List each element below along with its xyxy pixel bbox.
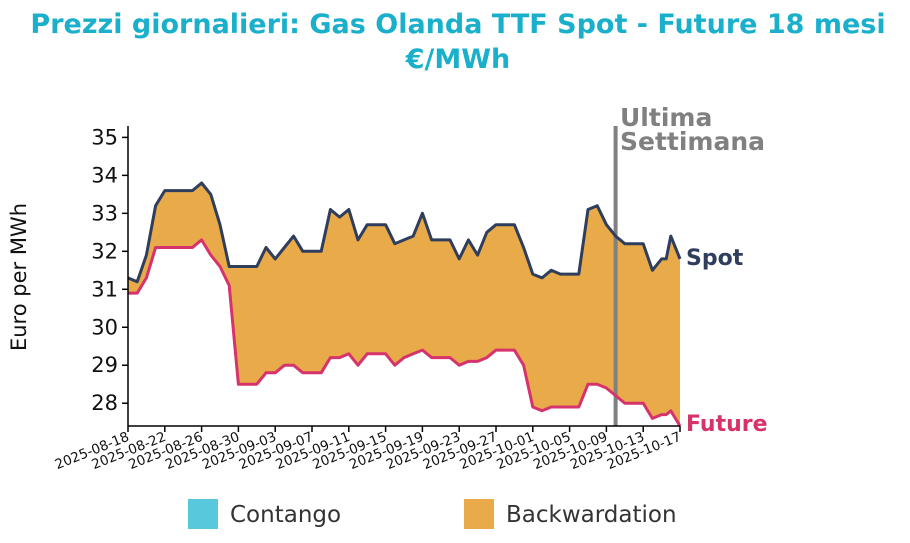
- legend-label-backwardation: Backwardation: [506, 502, 677, 528]
- spot-series-label: Spot: [686, 246, 744, 271]
- chart-title: Prezzi giornalieri: Gas Olanda TTF Spot …: [30, 9, 885, 40]
- legend: Contango Backwardation: [188, 499, 677, 529]
- chart-subtitle: €/MWh: [405, 44, 511, 75]
- backwardation-area: [128, 183, 680, 426]
- future-series-label: Future: [686, 412, 768, 437]
- legend-swatch-backwardation: [464, 499, 494, 529]
- legend-swatch-contango: [188, 499, 218, 529]
- y-tick-label: 32: [91, 239, 118, 263]
- y-axis-label: Euro per MWh: [7, 203, 31, 351]
- y-ticks: 28 29 30 31 32 33 34 35: [91, 125, 128, 415]
- y-tick-label: 31: [91, 277, 118, 301]
- legend-label-contango: Contango: [230, 502, 341, 528]
- backwardation-fill: [128, 183, 680, 426]
- y-tick-label: 30: [91, 315, 118, 339]
- x-ticks: 2025-08-182025-08-222025-08-262025-08-30…: [53, 426, 683, 473]
- y-tick-label: 33: [91, 201, 118, 225]
- vertical-line-label-line2: Settimana: [620, 127, 765, 156]
- y-tick-label: 29: [91, 353, 118, 377]
- y-tick-label: 35: [91, 125, 118, 149]
- future-line: [128, 238, 682, 427]
- y-tick-label: 34: [91, 163, 118, 187]
- y-tick-label: 28: [91, 391, 118, 415]
- vertical-line-label-line1: Ultima: [620, 103, 712, 132]
- series-lines: [127, 181, 682, 427]
- spot-line: [127, 181, 682, 284]
